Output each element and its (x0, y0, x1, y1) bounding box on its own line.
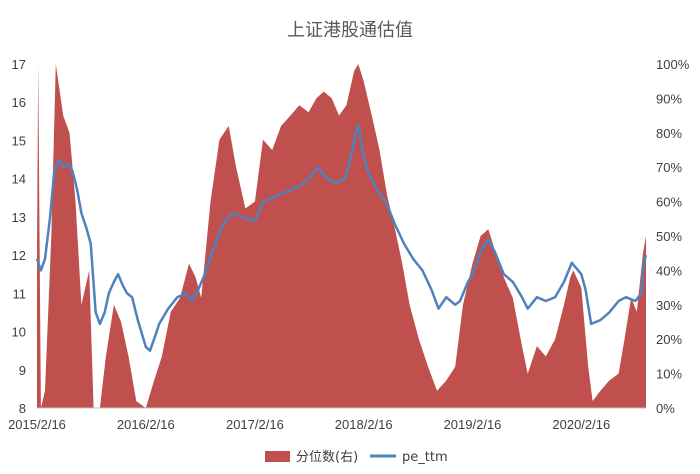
x-tick-label: 2020/2/16 (552, 417, 610, 432)
x-tick-label: 2016/2/16 (117, 417, 175, 432)
y-axis-left-ticks: 8 9 10 11 12 13 14 15 16 17 (12, 57, 26, 416)
series-pe-ttm-line (35, 123, 648, 352)
legend-label-percentile: 分位数(右) (296, 450, 358, 465)
y-left-tick-label: 16 (12, 95, 26, 110)
y-left-tick-label: 10 (12, 325, 26, 340)
legend: 分位数(右) pe_ttm (265, 450, 448, 465)
legend-label-pe-ttm: pe_ttm (402, 450, 448, 465)
y-right-tick-label: 40% (656, 263, 682, 278)
y-right-tick-label: 50% (656, 229, 682, 244)
y-left-tick-label: 17 (12, 57, 26, 72)
y-left-tick-label: 9 (19, 363, 26, 378)
x-tick-label: 2019/2/16 (444, 417, 502, 432)
y-right-tick-label: 100% (656, 57, 690, 72)
y-left-tick-label: 11 (13, 286, 27, 301)
series-percentile-area (37, 64, 646, 408)
plot-area (35, 64, 648, 409)
x-tick-label: 2015/2/16 (8, 417, 66, 432)
y-right-tick-label: 30% (656, 298, 682, 313)
legend-swatch-percentile (265, 451, 290, 462)
x-tick-label: 2018/2/16 (335, 417, 393, 432)
x-tick-label: 2017/2/16 (226, 417, 284, 432)
y-left-tick-label: 15 (12, 133, 26, 148)
x-axis-ticks: 2015/2/16 2016/2/16 2017/2/16 2018/2/16 2019… (8, 417, 610, 432)
y-left-tick-label: 13 (12, 210, 26, 225)
y-axis-right-ticks: 0% 10% 20% 30% 40% 50% 60% 70% 80% 90% 100% (656, 57, 690, 416)
y-left-tick-label: 8 (19, 401, 26, 416)
y-right-tick-label: 60% (656, 195, 682, 210)
y-right-tick-label: 20% (656, 332, 682, 347)
y-right-tick-label: 10% (656, 367, 682, 382)
chart-title: 上证港股通估值 (287, 20, 413, 41)
y-right-tick-label: 70% (656, 160, 682, 175)
y-right-tick-label: 90% (656, 91, 682, 106)
y-right-tick-label: 0% (656, 401, 675, 416)
y-right-tick-label: 80% (656, 126, 682, 141)
y-left-tick-label: 14 (12, 172, 26, 187)
y-left-tick-label: 12 (12, 248, 26, 263)
